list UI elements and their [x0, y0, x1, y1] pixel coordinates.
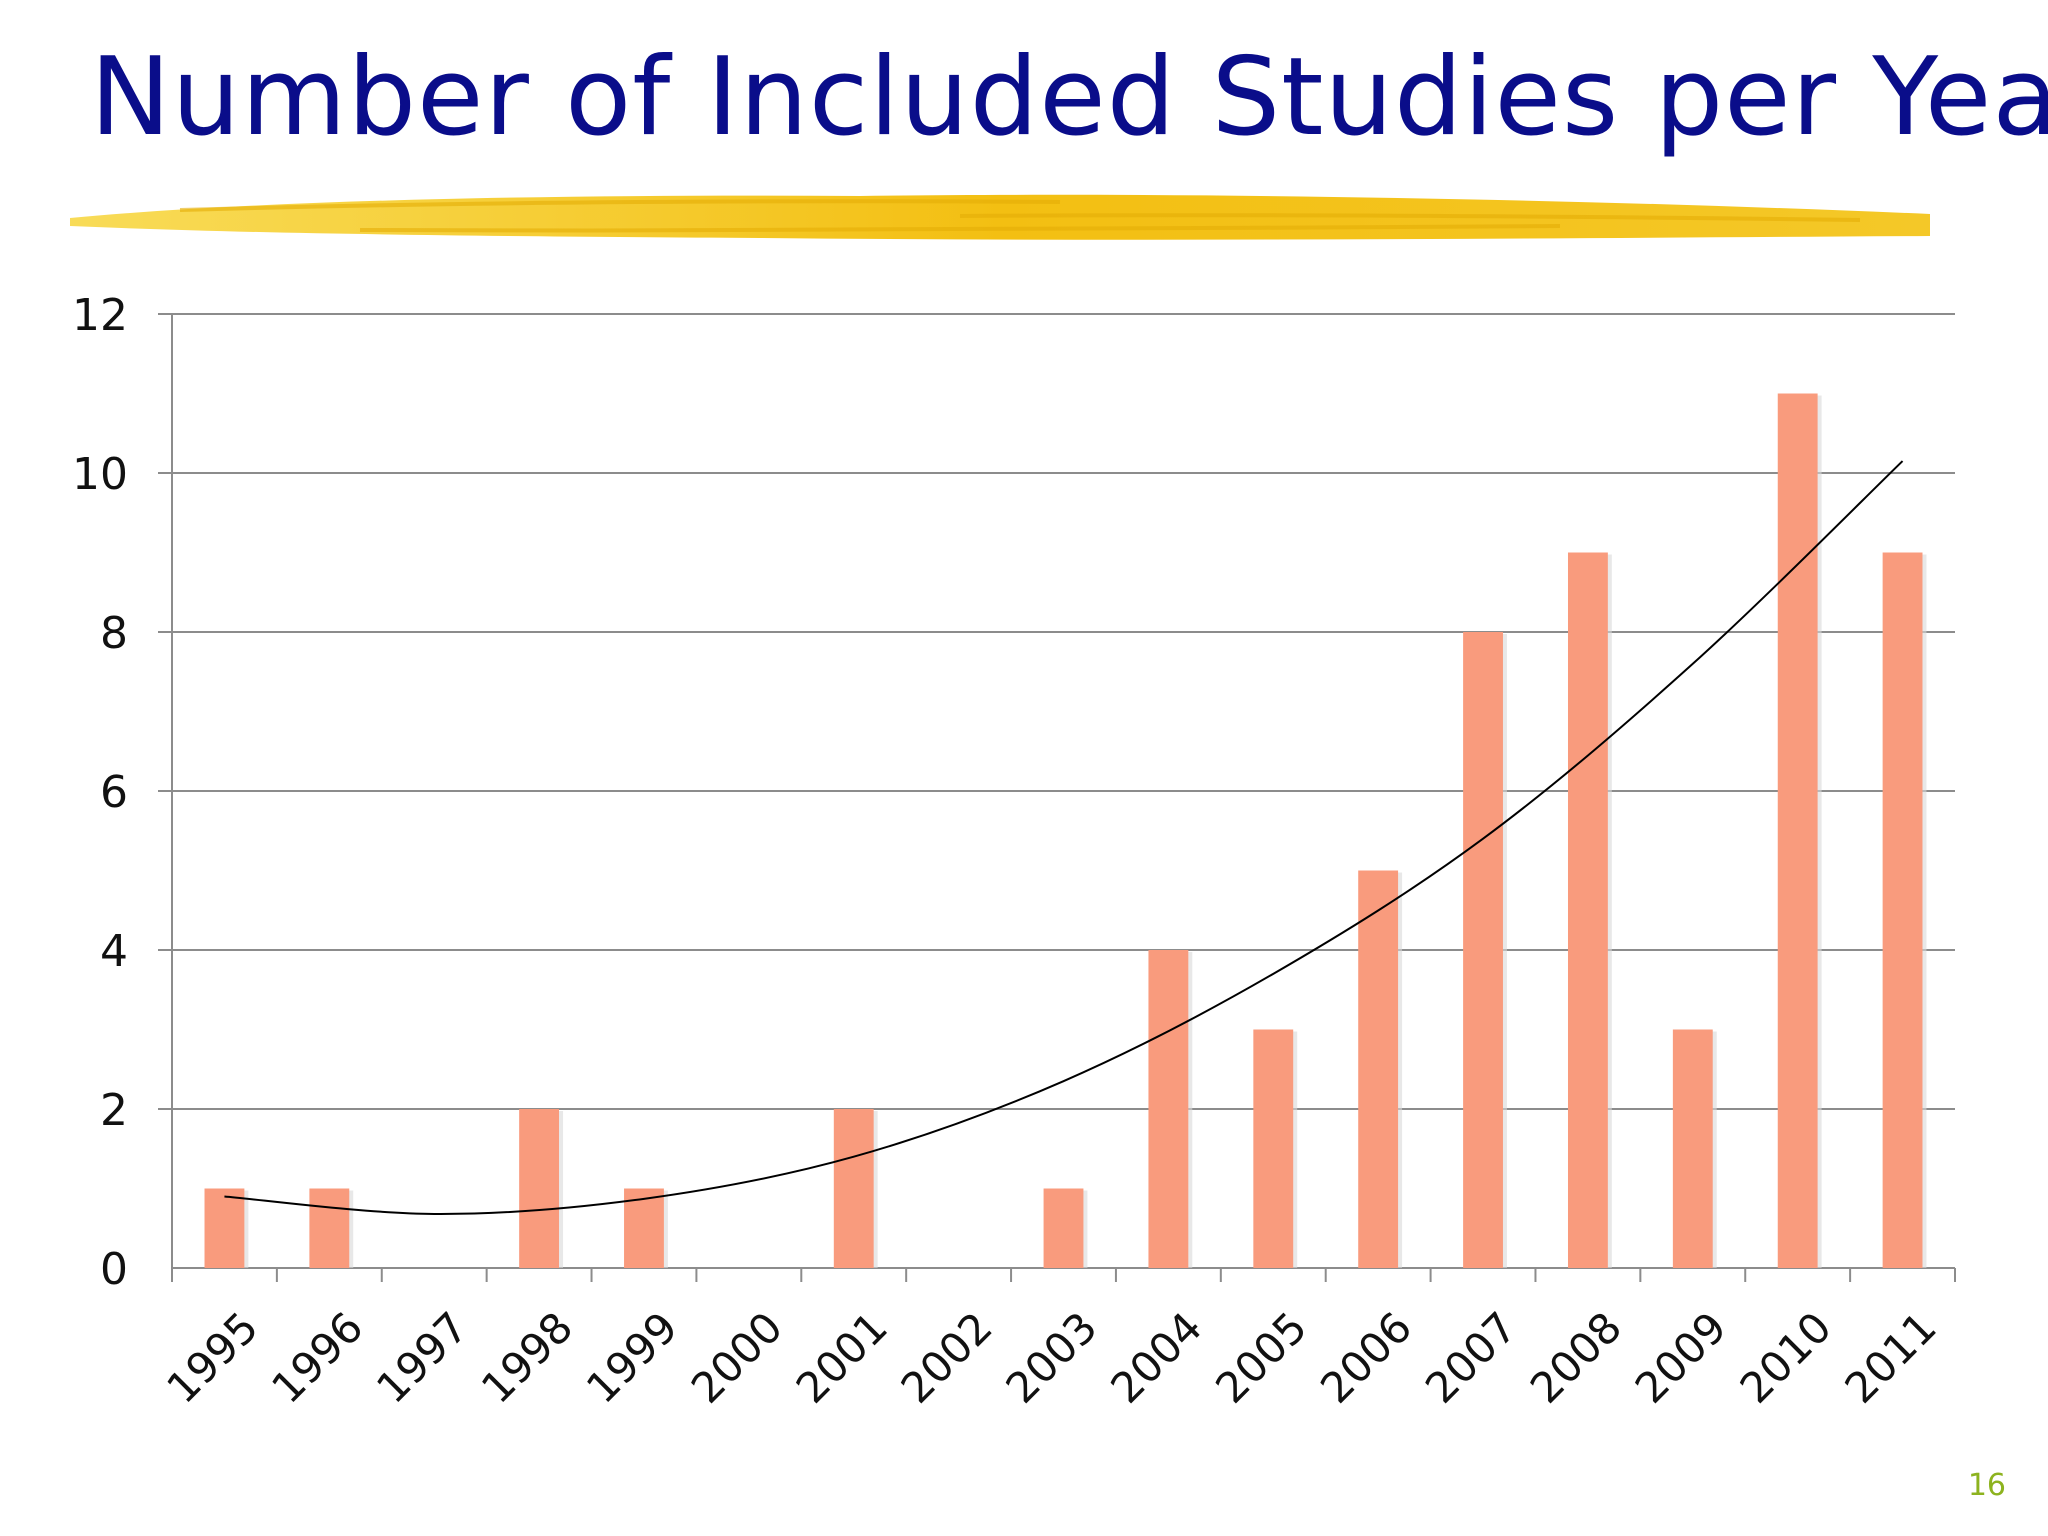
bar: [309, 1188, 350, 1268]
x-tick-label: 1995: [157, 1302, 267, 1412]
x-tick-label: 2006: [1311, 1302, 1421, 1412]
x-tick-label: 1998: [472, 1302, 582, 1412]
bar: [1148, 950, 1189, 1268]
bar: [833, 1109, 874, 1268]
x-tick-label: 2010: [1731, 1302, 1841, 1412]
y-tick-label: 2: [100, 1085, 128, 1136]
x-tick-label: 1996: [262, 1302, 372, 1412]
bar: [519, 1109, 560, 1268]
x-tick-label: 2009: [1626, 1302, 1736, 1412]
x-tick-label: 1999: [577, 1302, 687, 1412]
x-tick-label: 2008: [1521, 1302, 1631, 1412]
x-tick-label: 2005: [1206, 1302, 1316, 1412]
trendline: [224, 460, 1904, 1215]
bar: [1043, 1188, 1084, 1268]
bar: [1882, 552, 1923, 1268]
x-tick-label: 2011: [1835, 1302, 1945, 1412]
brush-stroke-divider: [70, 194, 1930, 240]
x-tick-label: 2002: [892, 1302, 1002, 1412]
x-tick-label: 2007: [1416, 1302, 1526, 1412]
y-tick-label: 12: [72, 290, 128, 341]
x-tick-label: 2001: [787, 1302, 897, 1412]
y-tick-label: 6: [100, 767, 128, 818]
bar: [624, 1188, 664, 1268]
page-number: 16: [1967, 1468, 2006, 1503]
bar: [204, 1188, 245, 1268]
bar: [1463, 632, 1503, 1268]
bar: [1358, 870, 1399, 1268]
x-tick-label: 1997: [367, 1302, 477, 1412]
bar: [1567, 552, 1608, 1268]
slide-title: Number of Included Studies per Year: [90, 35, 2048, 160]
bar: [1253, 1029, 1294, 1268]
y-tick-label: 4: [100, 926, 128, 977]
x-tick-label: 2003: [996, 1302, 1106, 1412]
y-tick-label: 0: [100, 1244, 128, 1295]
y-tick-label: 10: [72, 449, 128, 500]
bar: [1777, 393, 1818, 1268]
x-tick-label: 2004: [1101, 1302, 1211, 1412]
x-tick-label: 2000: [682, 1302, 792, 1412]
bar: [1672, 1029, 1713, 1268]
y-tick-label: 8: [100, 608, 128, 659]
